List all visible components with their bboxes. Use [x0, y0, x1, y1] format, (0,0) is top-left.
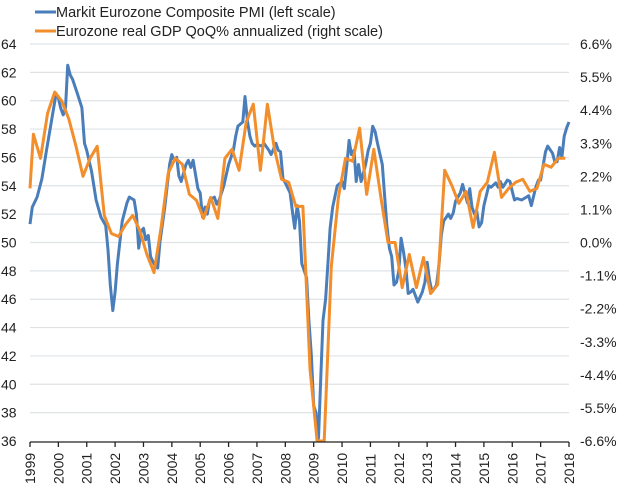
x-tick-label: 2006: [221, 453, 237, 484]
x-tick-label: 1999: [22, 453, 38, 484]
legend-label-gdp: Eurozone real GDP QoQ% annualized (right…: [56, 24, 383, 40]
series-line-gdp: [28, 90, 566, 443]
left-tick-label: 62: [1, 64, 17, 80]
left-tick-label: 38: [1, 405, 17, 421]
x-tick-label: 2011: [362, 454, 378, 484]
legend-item-gdp: Eurozone real GDP QoQ% annualized (right…: [35, 24, 383, 40]
x-tick-label: 2000: [50, 453, 66, 484]
series-line-pmi: [28, 63, 571, 440]
left-tick-label: 48: [1, 263, 17, 279]
x-tick-label: 2018: [561, 453, 577, 484]
legend-item-pmi: Markit Eurozone Composite PMI (left scal…: [35, 5, 336, 21]
left-tick-label: 64: [1, 36, 17, 52]
x-tick-label: 2007: [249, 453, 265, 484]
left-tick-label: 36: [1, 433, 17, 449]
x-axis-ticks: 1999 2000 2001 2002 2003 2004 2005 2006 2007 2008…: [22, 453, 577, 484]
x-tick-label: 2009: [306, 453, 322, 484]
legend: Markit Eurozone Composite PMI (left scal…: [35, 5, 383, 40]
x-tick-label: 2015: [476, 453, 492, 484]
right-tick-label: 2.2%: [580, 168, 612, 184]
x-tick-label: 2014: [448, 453, 464, 484]
x-tick-label: 2013: [419, 453, 435, 484]
x-tick-label: 2012: [391, 453, 407, 484]
left-tick-label: 42: [1, 348, 17, 364]
x-axis: [29, 441, 570, 447]
right-tick-label: -1.1%: [580, 268, 617, 284]
x-tick-label: 2002: [107, 453, 123, 484]
left-tick-label: 46: [1, 291, 17, 307]
right-axis-ticks: 6.6% 5.5% 4.4% 3.3% 2.2% 1.1% 0.0% -1.1% -2.2% -3…: [580, 36, 617, 449]
x-tick-label: 2005: [192, 453, 208, 484]
right-tick-label: 0.0%: [580, 235, 612, 251]
left-tick-label: 50: [1, 235, 17, 251]
x-tick-label: 2004: [164, 453, 180, 484]
right-tick-label: 4.4%: [580, 102, 612, 118]
x-tick-label: 2003: [135, 453, 151, 484]
right-tick-label: 1.1%: [580, 201, 612, 217]
left-tick-label: 54: [1, 178, 17, 194]
right-tick-label: 5.5%: [580, 69, 612, 85]
x-tick-label: 2017: [533, 453, 549, 484]
left-axis-ticks: 64 62 60 58 56 54 52 50 48 46 44 42 40 38 36: [1, 36, 17, 449]
left-tick-label: 52: [1, 206, 17, 222]
right-tick-label: -4.4%: [580, 367, 617, 383]
gridlines: [30, 43, 569, 414]
left-tick-label: 60: [1, 93, 17, 109]
left-tick-label: 56: [1, 149, 17, 165]
left-tick-label: 58: [1, 121, 17, 137]
x-tick-label: 2010: [334, 453, 350, 484]
right-tick-label: -3.3%: [580, 334, 617, 350]
x-tick-label: 2001: [79, 453, 95, 484]
right-tick-label: -5.5%: [580, 400, 617, 416]
right-tick-label: -2.2%: [580, 301, 617, 317]
x-tick-label: 2016: [504, 453, 520, 484]
right-tick-label: 6.6%: [580, 36, 612, 52]
legend-label-pmi: Markit Eurozone Composite PMI (left scal…: [56, 5, 336, 21]
x-tick-label: 2008: [277, 453, 293, 484]
left-tick-label: 44: [1, 320, 17, 336]
right-tick-label: 3.3%: [580, 135, 612, 151]
left-tick-label: 40: [1, 376, 17, 392]
series-layer: [28, 63, 571, 443]
right-tick-label: -6.6%: [580, 433, 617, 449]
